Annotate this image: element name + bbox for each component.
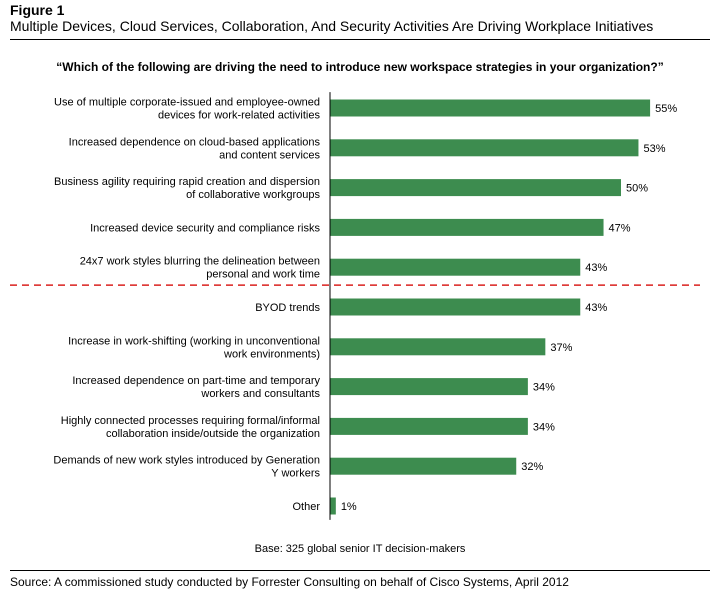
base-note: Base: 325 global senior IT decision-make… xyxy=(254,543,466,555)
category-label: Increased dependence on cloud-based appl… xyxy=(69,136,321,148)
bar xyxy=(330,417,528,435)
category-label: work environments) xyxy=(223,348,320,360)
data-label: 37% xyxy=(550,342,572,354)
data-label: 55% xyxy=(655,103,677,115)
category-label: 24x7 work styles blurring the delineatio… xyxy=(80,256,320,268)
category-label: Use of multiple corporate-issued and emp… xyxy=(54,97,320,109)
bar xyxy=(330,258,581,276)
data-label: 34% xyxy=(533,382,555,394)
category-label: Increased device security and compliance… xyxy=(90,222,320,234)
data-label: 32% xyxy=(521,461,543,473)
bar xyxy=(330,497,336,515)
category-label: workers and consultants xyxy=(200,388,320,400)
category-label: Demands of new work styles introduced by… xyxy=(53,455,320,467)
source-note: Source: A commissioned study conducted b… xyxy=(10,575,569,589)
category-label: of collaborative workgroups xyxy=(186,189,320,201)
bar xyxy=(330,179,621,197)
category-label: Increase in work-shifting (working in un… xyxy=(68,335,320,347)
category-label: BYOD trends xyxy=(255,302,320,314)
survey-question: “Which of the following are driving the … xyxy=(56,60,664,74)
data-label: 47% xyxy=(609,222,631,234)
bar xyxy=(330,218,604,236)
category-label: personal and work time xyxy=(206,269,320,281)
bar xyxy=(330,139,639,157)
category-label: Y workers xyxy=(271,468,320,480)
bar xyxy=(330,378,528,396)
category-label: Highly connected processes requiring for… xyxy=(61,415,320,427)
bottom-rule xyxy=(10,570,710,571)
top-rule xyxy=(10,39,710,40)
bar xyxy=(330,457,517,475)
category-label: Business agility requiring rapid creatio… xyxy=(54,176,320,188)
data-label: 43% xyxy=(585,262,607,274)
category-label: devices for work-related activities xyxy=(158,110,321,122)
data-label: 53% xyxy=(643,143,665,155)
bar xyxy=(330,338,546,356)
figure-title: Multiple Devices, Cloud Services, Collab… xyxy=(10,18,654,34)
data-label: 50% xyxy=(626,183,648,195)
category-label: Increased dependence on part-time and te… xyxy=(72,375,320,387)
category-label: collaboration inside/outside the organiz… xyxy=(106,428,320,440)
category-label: Other xyxy=(292,501,320,513)
bar xyxy=(330,298,581,316)
data-label: 34% xyxy=(533,421,555,433)
category-label: and content services xyxy=(219,149,320,161)
bar xyxy=(330,99,651,117)
data-label: 43% xyxy=(585,302,607,314)
figure-label: Figure 1 xyxy=(10,2,65,18)
data-label: 1% xyxy=(341,501,357,513)
